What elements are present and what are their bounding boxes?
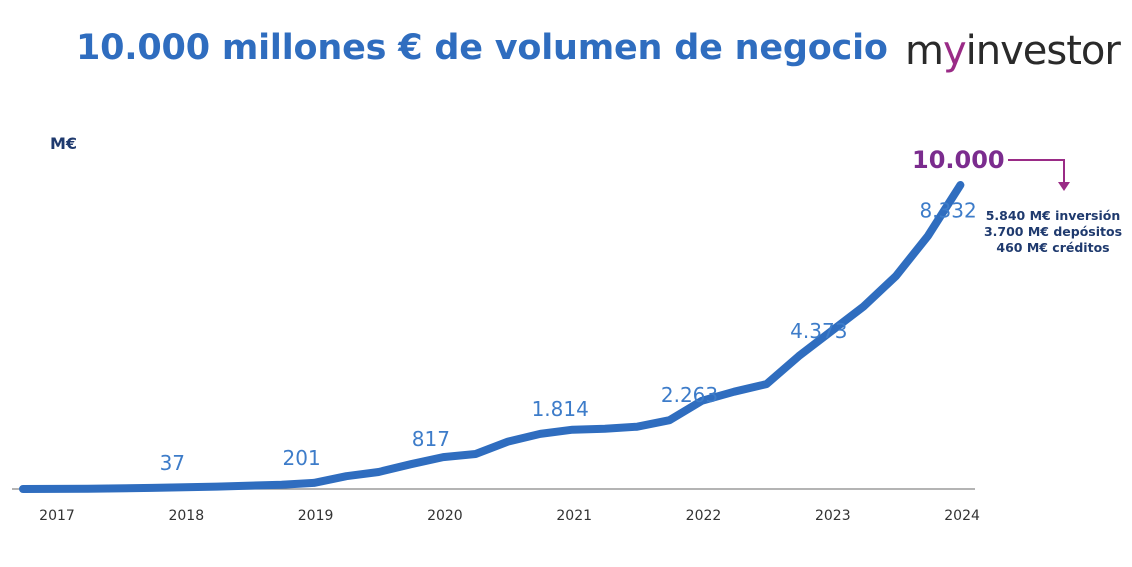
final-value-label: 10.000	[912, 146, 1005, 174]
data-labels: 37 201 817 1.814 2.263 4.373 8.332	[160, 199, 977, 475]
x-tick-label: 2023	[815, 508, 851, 524]
x-tick-label: 2020	[427, 508, 463, 524]
logo-accent: y	[942, 28, 967, 74]
logo-suffix: investor	[965, 28, 1121, 74]
data-label: 201	[283, 446, 321, 470]
data-label: 8.332	[919, 199, 976, 223]
x-axis-ticks: 2017 2018 2019 2020 2021 2022 2023 2024	[39, 508, 980, 524]
data-label: 817	[412, 427, 450, 451]
data-label: 1.814	[532, 397, 589, 421]
logo-prefix: m	[905, 28, 944, 74]
data-label: 4.373	[790, 319, 847, 343]
x-tick-label: 2022	[686, 508, 722, 524]
data-label: 2.263	[661, 383, 718, 407]
x-tick-label: 2017	[39, 508, 75, 524]
x-tick-label: 2021	[556, 508, 592, 524]
page-title: 10.000 millones € de volumen de negocio	[76, 28, 888, 68]
brand-logo: myinvestor	[905, 28, 1121, 74]
y-axis-unit-label: M€	[50, 134, 78, 153]
series-line	[19, 181, 965, 493]
breakdown-list: 5.840 M€ inversión 3.700 M€ depósitos 46…	[968, 208, 1132, 256]
data-label: 37	[160, 451, 185, 475]
breakdown-deposits: 3.700 M€ depósitos	[983, 224, 1123, 239]
callout-arrowhead	[1058, 182, 1070, 191]
x-tick-label: 2019	[298, 508, 334, 524]
callout-arrow	[1008, 159, 1065, 186]
x-tick-label: 2024	[944, 508, 980, 524]
breakdown-investment: 5.840 M€ inversión	[985, 208, 1121, 223]
x-tick-label: 2018	[168, 508, 204, 524]
breakdown-credits: 460 M€ créditos	[996, 240, 1110, 255]
